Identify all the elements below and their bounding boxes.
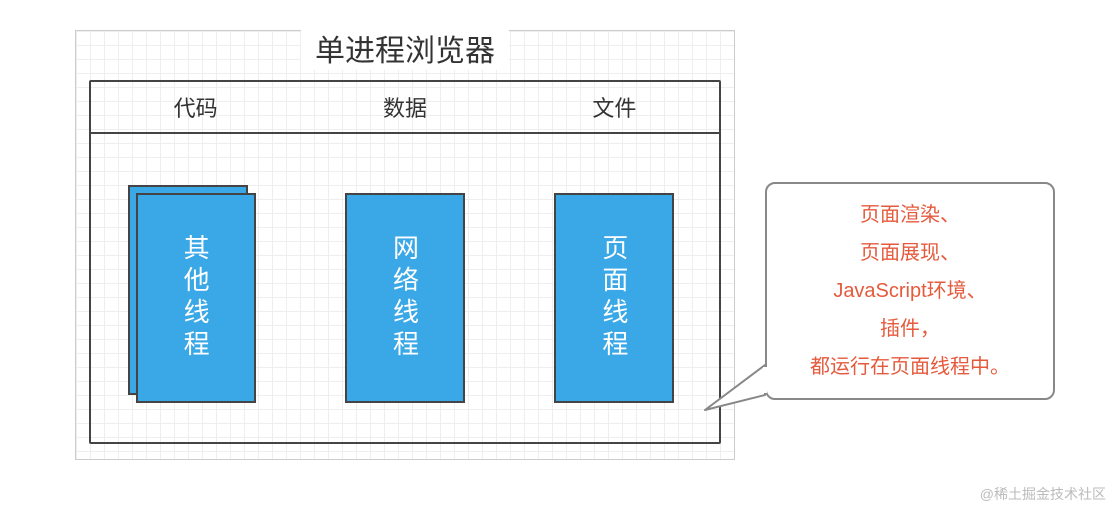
thread-page: 页面线程 <box>554 193 674 403</box>
thread-network: 网络线程 <box>345 193 465 403</box>
thread-other: 其他线程 <box>136 193 256 403</box>
thread-label: 网络线程 <box>386 234 423 362</box>
callout-line: 页面渲染、 <box>860 199 960 231</box>
header-cell-file: 文件 <box>510 82 719 132</box>
thread-page-card: 页面线程 <box>554 193 674 403</box>
header-row: 代码 数据 文件 <box>91 82 719 134</box>
thread-network-card: 网络线程 <box>345 193 465 403</box>
callout-tail <box>700 355 780 415</box>
threads-row: 其他线程 网络线程 页面线程 <box>91 164 719 432</box>
thread-label: 页面线程 <box>596 234 633 362</box>
process-box: 代码 数据 文件 其他线程 网络线程 页面线程 <box>89 80 721 444</box>
callout-line: 页面展现、 <box>860 237 960 269</box>
callout-bubble: 页面渲染、 页面展现、 JavaScript环境、 插件， 都运行在页面线程中。 <box>765 182 1055 400</box>
diagram-canvas: 单进程浏览器 代码 数据 文件 其他线程 网络线程 页面线程 <box>75 30 735 460</box>
header-cell-code: 代码 <box>91 82 300 132</box>
callout-line: 都运行在页面线程中。 <box>810 351 1010 383</box>
watermark: @稀土掘金技术社区 <box>980 484 1106 504</box>
thread-label: 其他线程 <box>177 234 214 362</box>
callout-line: JavaScript环境、 <box>833 275 986 307</box>
diagram-title: 单进程浏览器 <box>75 26 735 70</box>
header-cell-data: 数据 <box>300 82 509 132</box>
thread-other-card: 其他线程 <box>136 193 256 403</box>
callout-line: 插件， <box>880 313 940 345</box>
diagram-title-text: 单进程浏览器 <box>301 26 509 70</box>
